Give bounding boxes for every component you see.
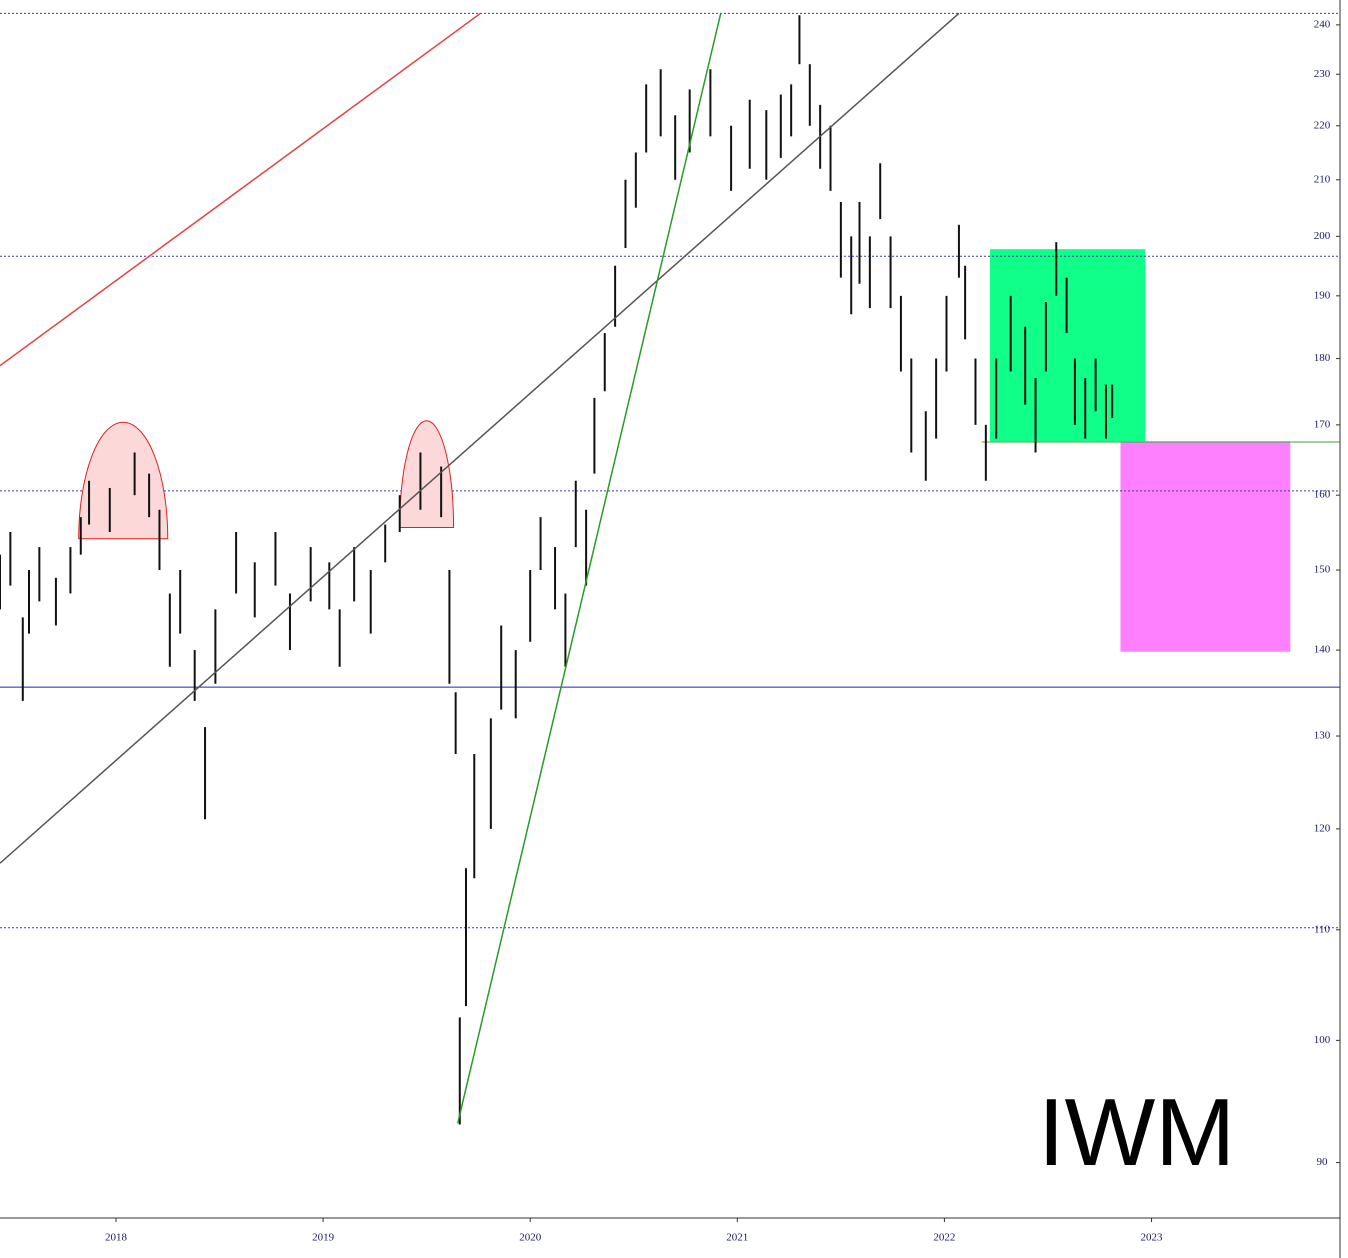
- y-tick-label: 100: [1314, 1034, 1331, 1046]
- y-tick-label: 220: [1314, 119, 1331, 131]
- y-tick-label: 150: [1314, 564, 1331, 576]
- trendline: [0, 12, 481, 367]
- y-tick-label: 140: [1314, 644, 1331, 656]
- zone-box: [1120, 441, 1291, 652]
- y-tick-label: 130: [1314, 730, 1331, 742]
- zone-box: [989, 249, 1146, 442]
- dome-pattern: [399, 420, 455, 529]
- y-tick-label: 200: [1314, 230, 1331, 242]
- plot: [0, 12, 1340, 1125]
- y-tick-label: 240: [1314, 18, 1331, 30]
- y-tick-label: 110: [1314, 923, 1331, 935]
- trendline: [456, 13, 722, 1124]
- y-tick-label: 210: [1314, 173, 1331, 185]
- y-tick-label: 180: [1314, 352, 1331, 364]
- y-tick-label: 160: [1314, 489, 1331, 501]
- y-tick-label: 190: [1314, 289, 1331, 301]
- x-tick-label: 2023: [1141, 1232, 1164, 1244]
- y-tick-label: 170: [1314, 418, 1331, 430]
- y-tick-label: 90: [1317, 1156, 1329, 1168]
- x-tick-label: 2020: [519, 1232, 542, 1244]
- dome-pattern: [78, 421, 169, 540]
- trendline: [0, 12, 960, 864]
- x-tick-label: 2021: [726, 1232, 748, 1244]
- x-tick-label: 2019: [312, 1232, 335, 1244]
- symbol-label: IWM: [1038, 1079, 1235, 1186]
- y-tick-label: 230: [1314, 68, 1331, 80]
- x-tick-label: 2022: [933, 1232, 955, 1244]
- x-tick-label: 2018: [105, 1232, 128, 1244]
- y-tick-label: 120: [1314, 822, 1331, 834]
